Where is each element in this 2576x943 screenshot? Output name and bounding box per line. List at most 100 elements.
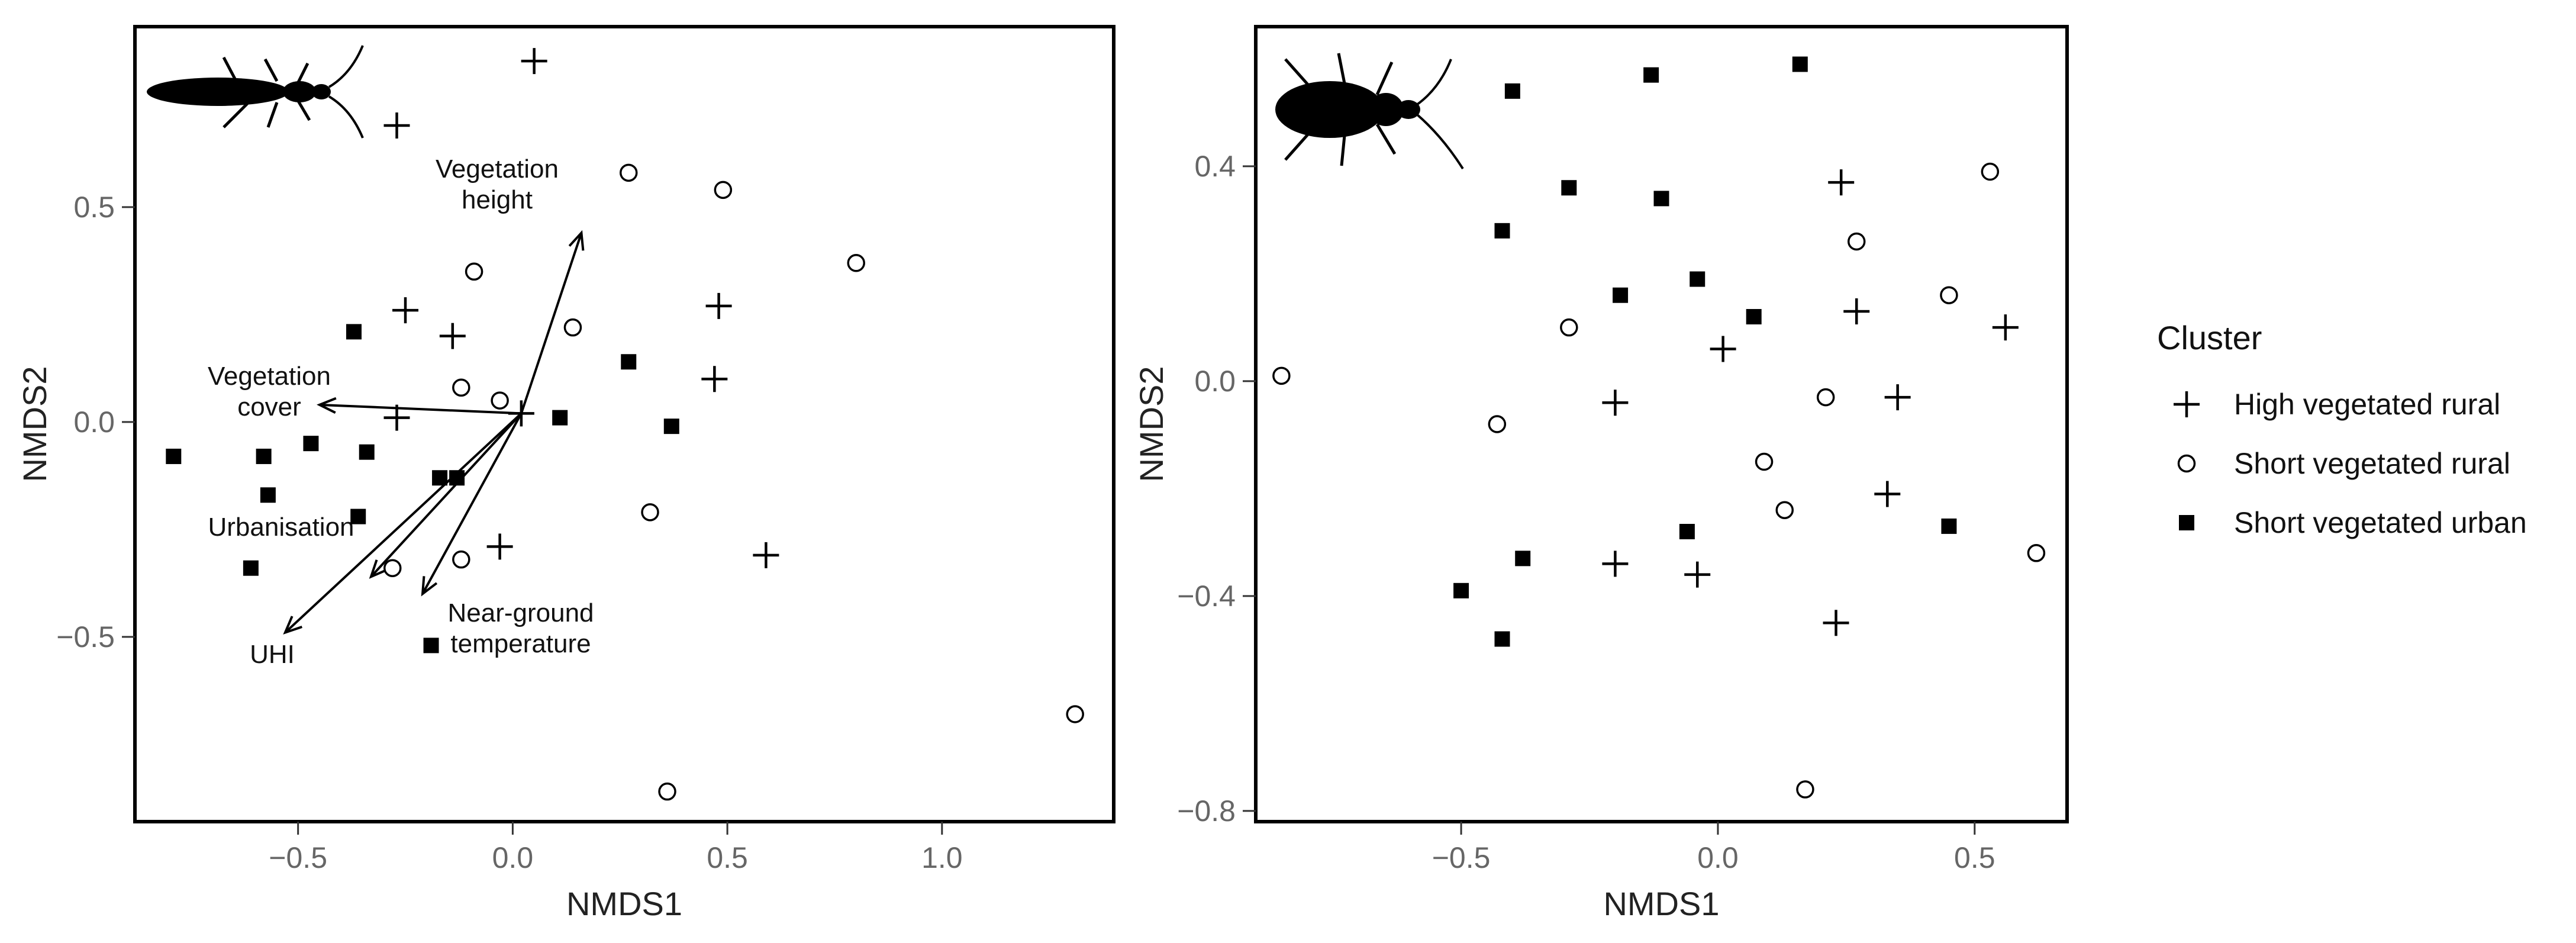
data-point-circle — [641, 503, 659, 522]
data-point-square — [1746, 309, 1762, 325]
legend-label: Short vegetated urban — [2234, 506, 2527, 539]
data-point-square — [1504, 83, 1520, 99]
legend-marker-plus — [2174, 391, 2200, 417]
x-axis-title: NMDS1 — [566, 885, 682, 922]
series-square — [1453, 56, 1957, 647]
y-axis-title: NMDS2 — [1133, 366, 1170, 482]
data-point-square — [1453, 582, 1469, 598]
data-point-circle — [383, 559, 402, 577]
data-point-circle — [563, 318, 582, 337]
data-point-circle — [2027, 544, 2046, 562]
longhorn-beetle-silhouette — [147, 45, 364, 139]
data-point-square — [432, 470, 448, 486]
vector-label: Vegetation cover — [208, 362, 331, 421]
legend-marker-circle — [2177, 454, 2196, 473]
data-point-plus — [383, 112, 410, 139]
data-point-square — [1515, 551, 1531, 567]
vector-label: Urbanisation — [208, 513, 354, 542]
data-point-square — [350, 508, 366, 524]
data-point-circle — [465, 262, 483, 281]
data-point-square — [1643, 67, 1659, 83]
data-point-plus — [1843, 298, 1870, 324]
data-point-square — [423, 638, 439, 654]
data-point-plus — [705, 292, 732, 319]
data-point-plus — [753, 542, 779, 568]
y-tick-label: 0.0 — [1194, 365, 1236, 398]
legend-marker-circle — [2177, 454, 2196, 473]
data-point-square — [1561, 180, 1577, 196]
data-point-circle — [1272, 366, 1291, 385]
data-point-circle — [1847, 232, 1866, 251]
data-point-square — [260, 487, 276, 503]
data-point-circle — [1981, 162, 2000, 181]
data-point-circle — [1560, 318, 1578, 337]
data-point-plus — [383, 404, 410, 431]
y-tick-label: 0.4 — [1194, 150, 1236, 183]
data-point-circle — [1816, 388, 1835, 407]
data-point-square — [303, 436, 319, 452]
data-point-plus — [1884, 384, 1911, 411]
data-point-square — [1653, 191, 1669, 207]
data-point-square — [359, 444, 375, 460]
series-plus — [383, 48, 779, 568]
legend-title: Cluster — [2157, 319, 2262, 356]
data-point-plus — [392, 297, 419, 324]
legend-marker-square — [2179, 515, 2194, 530]
data-point-square — [621, 354, 637, 370]
data-point-circle — [1488, 415, 1507, 433]
series-plus — [1602, 169, 2019, 636]
data-point-square — [256, 448, 272, 464]
cluster-legend: Cluster High vegetated rural Short veget… — [2157, 319, 2527, 539]
vector-label: Vegetation height — [436, 155, 559, 214]
legend-item-short-vegetated-rural: Short vegetated rural — [2177, 447, 2510, 480]
legend-item-short-vegetated-urban: Short vegetated urban — [2179, 506, 2527, 539]
legend-label: High vegetated rural — [2234, 388, 2500, 421]
x-tick-label: −0.5 — [1432, 841, 1491, 874]
data-point-square — [166, 448, 182, 464]
data-point-circle — [1066, 705, 1084, 723]
series-circle — [1272, 162, 2046, 799]
y-tick-label: 0.5 — [73, 191, 115, 224]
data-point-circle — [847, 254, 865, 272]
nmds-plot-left: −0.5 0.0 0.5 1.0 −0.5 0.0 0.5 NMDS1 NMDS2 Vegetat… — [16, 25, 1115, 922]
data-point-plus — [1874, 481, 1901, 507]
series-square — [166, 324, 679, 654]
x-tick-label: 0.5 — [1954, 841, 1995, 874]
env-vector: Vegetation height — [436, 155, 585, 414]
data-point-plus — [1602, 390, 1629, 416]
x-tick-label: 0.5 — [707, 841, 748, 874]
vector-label: Near-ground temperature — [447, 598, 594, 658]
legend-marker-plus — [2174, 391, 2200, 417]
y-tick-label: 0.0 — [73, 405, 115, 439]
data-point-square — [1792, 56, 1808, 72]
legend-marker-square — [2179, 515, 2194, 530]
env-vector: Near-ground temperature — [421, 413, 594, 658]
data-point-circle — [1940, 286, 1958, 304]
series-circle — [383, 163, 1084, 801]
nmds-plot-right: −0.5 0.0 0.5 −0.8 −0.4 0.0 0.4 NMDS1 NMDS2 — [1133, 25, 2069, 922]
y-tick-label: −0.4 — [1177, 580, 1236, 613]
legend-label: Short vegetated rural — [2234, 447, 2510, 480]
env-vector: UHI — [250, 412, 523, 669]
data-point-square — [663, 419, 679, 435]
data-point-circle — [714, 181, 733, 199]
x-tick-label: 0.0 — [492, 841, 534, 874]
data-point-circle — [620, 163, 638, 182]
legend-item-high-vegetated-rural: High vegetated rural — [2174, 388, 2500, 421]
data-point-plus — [1823, 610, 1849, 636]
data-point-plus — [439, 323, 466, 349]
data-point-square — [1613, 287, 1629, 303]
data-point-circle — [452, 550, 470, 569]
data-point-circle — [491, 391, 509, 410]
y-tick-label: −0.5 — [56, 620, 115, 654]
data-point-plus — [1710, 336, 1736, 362]
data-point-circle — [1775, 501, 1794, 519]
y-tick-label: −0.8 — [1177, 794, 1236, 828]
data-point-plus — [1992, 314, 2019, 341]
data-point-plus — [701, 366, 728, 392]
data-point-plus — [1684, 561, 1711, 588]
x-tick-label: 0.0 — [1697, 841, 1739, 874]
data-point-square — [552, 410, 568, 426]
env-vector: Vegetation cover — [208, 362, 521, 421]
data-point-plus — [1828, 169, 1855, 196]
